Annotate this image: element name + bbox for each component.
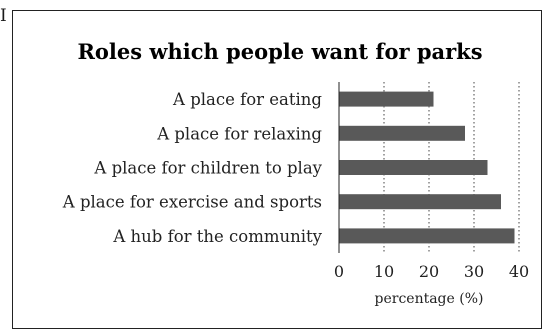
bar [339, 194, 501, 210]
x-axis-label: percentage (%) [375, 291, 484, 307]
bar [339, 91, 434, 107]
bar [339, 125, 465, 141]
x-tick-labels: 0 10 20 30 40 [334, 262, 529, 281]
category-label: A place for relaxing [156, 124, 322, 143]
bar [339, 228, 515, 244]
category-label: A place for eating [172, 90, 322, 109]
category-label: A place for exercise and sports [62, 193, 322, 212]
chart-title: Roles which people want for parks [77, 39, 482, 64]
x-tick-label: 10 [374, 262, 394, 281]
category-label: A place for children to play [93, 159, 322, 178]
x-tick-label: 40 [509, 262, 529, 281]
category-labels: A place for eating A place for relaxing A … [62, 90, 323, 246]
corner-label: I [0, 6, 7, 26]
bar [339, 160, 488, 175]
x-tick-label: 20 [419, 262, 439, 281]
bars [339, 91, 515, 244]
category-label: A hub for the community [112, 227, 322, 246]
x-tick-label: 0 [334, 262, 344, 281]
x-tick-label: 30 [464, 262, 484, 281]
